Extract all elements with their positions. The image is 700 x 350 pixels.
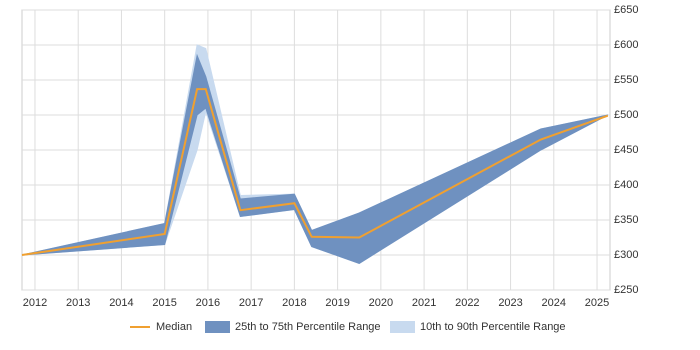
y-tick-label: £250: [614, 284, 638, 296]
x-tick-label: 2022: [455, 297, 479, 309]
y-tick-label: £650: [614, 4, 638, 16]
x-tick-label: 2024: [542, 297, 566, 309]
y-tick-label: £550: [614, 74, 638, 86]
x-tick-label: 2020: [369, 297, 393, 309]
legend-swatch: [390, 321, 415, 333]
x-tick-label: 2013: [66, 297, 90, 309]
x-tick-label: 2015: [152, 297, 176, 309]
x-tick-label: 2012: [23, 297, 47, 309]
x-tick-label: 2017: [239, 297, 263, 309]
y-tick-label: £300: [614, 249, 638, 261]
legend-swatch: [205, 321, 230, 333]
y-tick-label: £400: [614, 179, 638, 191]
legend-label: 25th to 75th Percentile Range: [235, 321, 381, 333]
legend-label: Median: [156, 321, 192, 333]
x-tick-label: 2018: [282, 297, 306, 309]
range-band: [21, 53, 609, 264]
x-tick-label: 2023: [498, 297, 522, 309]
y-tick-label: £450: [614, 144, 638, 156]
x-tick-label: 2019: [325, 297, 349, 309]
median-line: [21, 88, 609, 256]
y-tick-label: £600: [614, 39, 638, 51]
x-tick-label: 2025: [585, 297, 609, 309]
x-tick-label: 2016: [196, 297, 220, 309]
y-tick-label: £500: [614, 109, 638, 121]
x-tick-label: 2021: [412, 297, 436, 309]
legend-label: 10th to 90th Percentile Range: [420, 321, 566, 333]
y-tick-label: £350: [614, 214, 638, 226]
x-tick-label: 2014: [109, 297, 133, 309]
